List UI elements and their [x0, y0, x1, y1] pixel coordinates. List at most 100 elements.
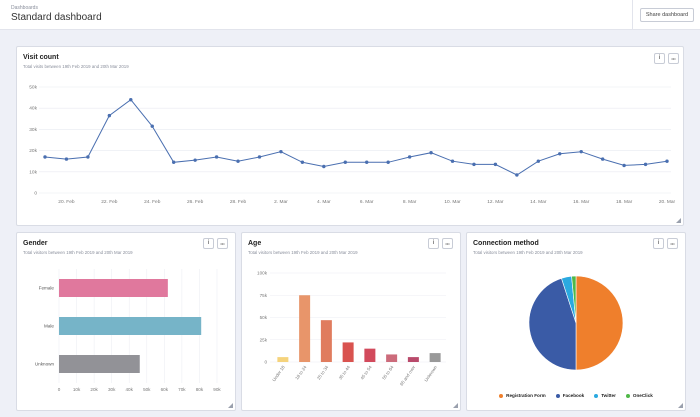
- age-bar: [299, 295, 311, 362]
- gender-bar: [59, 279, 168, 297]
- pie-slice: [528, 277, 577, 371]
- info-icon[interactable]: i: [654, 53, 665, 64]
- data-point: [536, 159, 541, 163]
- x-tick-label: 16. Mar: [573, 199, 590, 205]
- info-icon[interactable]: i: [653, 238, 664, 249]
- x-tick-label: 6. Mar: [360, 199, 374, 205]
- gender-bar: [59, 355, 140, 373]
- age-bar: [386, 354, 398, 362]
- data-point: [622, 163, 626, 168]
- panel-subtitle: Total visits between 19th Feb 2019 and 2…: [23, 64, 129, 69]
- panel-subtitle: Total visitors between 19th Feb 2019 and…: [23, 250, 133, 255]
- share-area: Share dashboard: [632, 0, 700, 30]
- legend-item[interactable]: Registration Form: [499, 393, 546, 398]
- data-point: [472, 162, 476, 167]
- x-tick-label: 30k: [108, 387, 116, 392]
- data-point: [643, 162, 648, 167]
- legend-swatch: [499, 393, 504, 398]
- data-point: [214, 155, 219, 159]
- age-chart: 0 25k 50k 75k 100k Under 18 18 to 24 25 to 34 35…: [257, 271, 446, 387]
- data-point: [493, 162, 498, 167]
- age-bar: [320, 320, 332, 362]
- x-tick-label: 35 to 44: [338, 364, 352, 380]
- data-point: [429, 151, 433, 155]
- panel-subtitle: Total visitors between 19th Feb 2019 and…: [473, 250, 583, 255]
- x-tick-label: 20. Feb: [58, 199, 75, 205]
- data-point: [386, 160, 390, 164]
- legend-item[interactable]: OneClick: [625, 393, 653, 398]
- more-options-icon[interactable]: •••: [217, 238, 228, 249]
- connection-method-panel: Connection method Total visitors between…: [466, 232, 686, 411]
- legend-label: Registration Form: [506, 393, 546, 398]
- legend-swatch: [594, 393, 599, 398]
- x-tick-label: 25 to 34: [316, 364, 330, 380]
- info-icon[interactable]: i: [428, 238, 439, 249]
- data-point: [515, 173, 519, 177]
- visit-count-line: [44, 99, 668, 176]
- age-bar: [407, 357, 419, 362]
- more-options-icon[interactable]: •••: [667, 238, 678, 249]
- panel-subtitle: Total visitors between 19th Feb 2019 and…: [248, 250, 358, 255]
- data-point: [129, 98, 133, 102]
- x-tick-label: 12. Mar: [487, 199, 504, 205]
- legend-swatch: [625, 393, 630, 398]
- share-dashboard-button[interactable]: Share dashboard: [640, 8, 694, 22]
- x-tick-label: 60k: [161, 387, 169, 392]
- data-point: [558, 152, 562, 156]
- panel-title: Visit count: [23, 54, 59, 61]
- x-tick-label: 0: [58, 387, 61, 392]
- y-tick-label: 100k: [257, 271, 268, 276]
- top-header: Dashboards Standard dashboard Share dash…: [0, 0, 700, 30]
- age-bar: [342, 342, 354, 362]
- resize-handle[interactable]: [228, 403, 233, 408]
- panel-title: Age: [248, 240, 262, 247]
- info-icon[interactable]: i: [203, 238, 214, 249]
- data-point: [407, 155, 412, 159]
- more-options-icon[interactable]: •••: [668, 53, 679, 64]
- x-tick-label: 50k: [143, 387, 151, 392]
- age-bar: [277, 357, 289, 362]
- data-point: [300, 160, 305, 164]
- x-tick-label: 40k: [126, 387, 134, 392]
- legend-item[interactable]: Facebook: [555, 393, 584, 398]
- data-point: [322, 164, 326, 169]
- resize-handle[interactable]: [676, 218, 681, 223]
- resize-handle[interactable]: [678, 403, 683, 408]
- age-bar: [364, 348, 376, 362]
- x-tick-label: 20k: [90, 387, 98, 392]
- legend-item[interactable]: Twitter: [594, 393, 616, 398]
- data-point: [365, 160, 369, 164]
- pie-slice: [571, 275, 577, 324]
- x-tick-label: 28. Feb: [230, 199, 247, 205]
- visit-count-chart: 0 10k 20k 30k 40k 50k 20. Feb 22. Feb 24. Feb 26.…: [29, 85, 676, 206]
- x-tick-label: 20. Mar: [659, 199, 676, 205]
- x-tick-label: Unknown: [423, 364, 438, 382]
- x-tick-label: 26. Feb: [187, 199, 204, 205]
- x-tick-label: 18. Mar: [616, 199, 633, 205]
- category-label: Unknown: [35, 362, 55, 367]
- data-point: [43, 155, 47, 159]
- y-tick-label: 75k: [260, 293, 268, 298]
- data-point: [257, 155, 262, 159]
- y-tick-label: 30k: [29, 127, 37, 133]
- x-tick-label: 22. Feb: [101, 199, 118, 205]
- x-tick-label: 90k: [213, 387, 221, 392]
- legend-label: Twitter: [601, 393, 616, 398]
- page-title: Standard dashboard: [11, 12, 102, 23]
- x-tick-label: 18 to 24: [294, 364, 308, 380]
- data-point: [193, 158, 197, 162]
- data-point: [171, 160, 176, 164]
- category-label: Male: [44, 324, 54, 329]
- x-tick-label: 14. Mar: [530, 199, 547, 205]
- y-tick-label: 10k: [29, 169, 37, 175]
- data-point: [665, 159, 669, 163]
- more-options-icon[interactable]: •••: [442, 238, 453, 249]
- resize-handle[interactable]: [453, 403, 458, 408]
- breadcrumb[interactable]: Dashboards: [11, 5, 38, 11]
- y-tick-label: 20k: [29, 148, 37, 154]
- x-tick-label: Under 18: [271, 364, 286, 382]
- y-tick-label: 50k: [260, 315, 268, 320]
- x-tick-label: 65 and over: [399, 364, 417, 386]
- connection-method-chart: [528, 275, 624, 371]
- x-tick-label: 2. Mar: [274, 199, 288, 205]
